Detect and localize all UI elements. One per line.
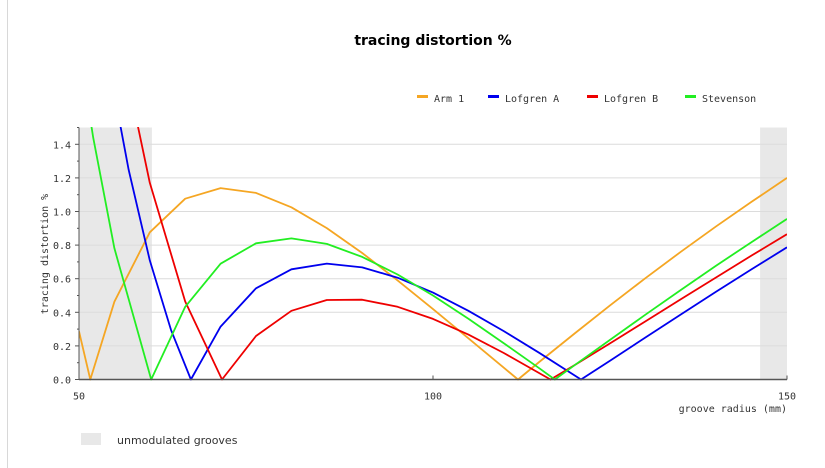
unmodulated-label: unmodulated grooves [117,434,238,447]
y-tick-label: 0.6 [53,275,71,286]
chart-title: tracing distortion % [354,33,511,49]
series-line-arm-1 [79,177,787,381]
shaded-regions [79,127,787,380]
series-line-lofgren-a [119,127,787,381]
series-lines [79,127,787,381]
y-tick-label: 0.0 [53,376,71,387]
x-tick-label: 100 [424,392,442,403]
x-tick-label: 150 [778,392,796,403]
y-tick-label: 0.4 [53,308,71,319]
legend: Arm 1 Lofgren A Lofgren B Stevenson [417,94,756,105]
y-axis-label: tracing distortion % [40,194,51,314]
series-line-stevenson [90,127,787,381]
chart-frame [7,0,825,468]
unmodulated-region [760,127,787,380]
y-tick-label: 1.4 [53,140,71,151]
legend-label: Lofgren A [505,94,559,105]
x-tick-label: 50 [73,392,85,403]
x-axis-label: groove radius (mm) [679,404,787,415]
y-tick-label: 1.0 [53,208,71,219]
unmodulated-swatch [81,433,101,445]
y-tick-label: 0.8 [53,241,71,252]
legend-swatch [488,95,499,98]
legend-swatch [685,95,696,98]
legend-swatch [417,95,428,98]
legend-label: Stevenson [702,94,756,105]
legend-label: Arm 1 [434,94,464,105]
axes: 0.0 0.2 0.4 0.6 0.8 1.0 1.2 1.4 50 100 150 [53,127,796,403]
legend-swatch [587,95,598,98]
series-line-lofgren-b [137,127,787,381]
y-tick-label: 1.2 [53,174,71,185]
gridlines [79,143,787,347]
legend-label: Lofgren B [604,94,658,105]
y-tick-label: 0.2 [53,342,71,353]
